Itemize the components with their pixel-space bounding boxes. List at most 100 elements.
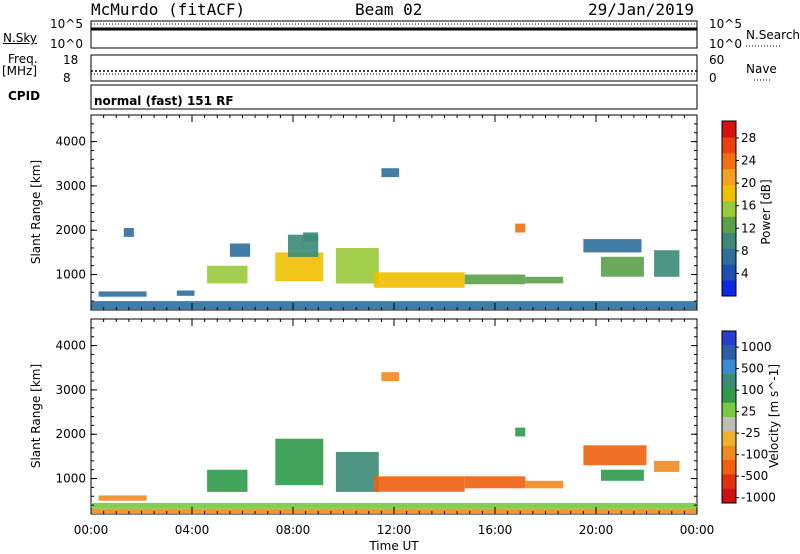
- power-colorbar-segment: [722, 136, 736, 154]
- velocity-echo-region: [207, 469, 248, 492]
- xtick-label: 20:00: [579, 523, 614, 537]
- velocity-colorbar-segment: [722, 388, 736, 404]
- xtick-label: 04:00: [175, 523, 210, 537]
- power-echo-region: [525, 276, 564, 284]
- nsearch-label: N.Search: [746, 28, 800, 42]
- velocity-colorbar-tick-label: -100: [741, 448, 768, 462]
- velocity-colorbar-segment: [722, 331, 736, 346]
- velocity-echo-region: [373, 476, 465, 492]
- velocity-colorbar-segment: [722, 488, 736, 504]
- power-echo-region: [373, 272, 465, 288]
- freq-tick-bottom: 8: [63, 71, 71, 85]
- ytick-label: 4000: [55, 339, 86, 353]
- power-colorbar-segment: [722, 168, 736, 186]
- ytick-label: 4000: [55, 135, 86, 149]
- velocity-colorbar-segment: [722, 431, 736, 447]
- velocity-colorbar-tick-label: -25: [741, 426, 761, 440]
- power-colorbar-tick-label: 4: [741, 266, 749, 280]
- velocity-colorbar-tick-label: 25: [741, 405, 756, 419]
- power-colorbar-segment: [722, 280, 736, 297]
- power-colorbar-segment: [722, 248, 736, 265]
- velocity-echo-region: [601, 469, 644, 481]
- power-panel: 1000 2000 3000 4000: [55, 114, 698, 311]
- xtick-label: 12:00: [377, 523, 412, 537]
- power-ylabel: Slant Range [km]: [29, 160, 43, 264]
- power-colorbar: 4 8 12 16 20 24 28: [721, 120, 756, 297]
- nave-label: Nave: [746, 62, 777, 76]
- velocity-echo-region: [583, 445, 647, 466]
- velocity-colorbar: 1000 500 100 25 -25 -100 -500 -1000: [721, 330, 776, 505]
- power-echo-region: [464, 274, 526, 285]
- ytick-label: 3000: [55, 383, 86, 397]
- nsky-label: N.Sky: [3, 31, 38, 45]
- nsearch-tick-top: 10^5: [709, 17, 742, 31]
- velocity-ylabel: Slant Range [km]: [29, 364, 43, 468]
- xtick-label: 00:00: [74, 523, 109, 537]
- xtick-label: 00:00: [680, 523, 715, 537]
- velocity-colorbar-segment: [722, 402, 736, 418]
- nave-tick-bottom: 0: [709, 71, 717, 85]
- velocity-echo-region: [98, 495, 147, 501]
- velocity-colorbar-label: Velocity [m s^-1]: [767, 364, 781, 468]
- velocity-colorbar-frame: [721, 330, 737, 504]
- power-echo-region: [515, 223, 526, 233]
- velocity-echo-region: [335, 452, 379, 492]
- power-echo-region: [303, 232, 319, 242]
- velocity-colorbar-segment: [722, 359, 736, 375]
- velocity-panel: 1000 2000 3000 4000 00:00 04:00 08:00 12:00 16:0…: [55, 318, 715, 537]
- velocity-echo-region: [464, 476, 526, 489]
- nsearch-tick-bottom: 10^0: [709, 37, 742, 51]
- power-echo-region: [335, 248, 379, 284]
- power-echo-region: [275, 252, 324, 282]
- power-echo-region: [229, 243, 251, 257]
- nsky-tick-top: 10^5: [50, 17, 83, 31]
- power-colorbar-tick-label: 28: [741, 131, 756, 145]
- freq-label-line1: Freq.: [8, 52, 38, 66]
- velocity-colorbar-tick-label: 100: [741, 383, 764, 397]
- nsky-tick-bottom: 10^0: [50, 37, 83, 51]
- velocity-echo-region: [91, 502, 697, 509]
- power-colorbar-segment: [722, 184, 736, 201]
- velocity-colorbar-segment: [722, 445, 736, 461]
- velocity-colorbar-segment: [722, 460, 736, 475]
- velocity-colorbar-segment: [722, 417, 736, 432]
- power-colorbar-segment: [722, 232, 736, 249]
- power-colorbar-frame: [721, 120, 737, 297]
- nave-tick-top: 60: [709, 53, 725, 67]
- ytick-label: 3000: [55, 179, 86, 193]
- velocity-colorbar-segment: [722, 374, 736, 389]
- ytick-label: 2000: [55, 427, 86, 441]
- date-title: 29/Jan/2019: [588, 0, 694, 19]
- velocity-echo-region: [525, 480, 564, 489]
- velocity-echo-region: [515, 427, 526, 437]
- velocity-colorbar-tick-label: -500: [741, 469, 768, 483]
- power-echo-region: [583, 239, 642, 253]
- cpid-strip: [90, 84, 698, 110]
- velocity-colorbar-tick-label: 500: [741, 362, 764, 376]
- power-echo-region: [123, 228, 134, 237]
- power-colorbar-segment: [722, 121, 736, 138]
- power-echo-region: [601, 256, 644, 277]
- ytick-label: 1000: [55, 268, 86, 282]
- velocity-colorbar-tick-label: -1000: [741, 491, 776, 505]
- power-echo-region: [207, 265, 248, 284]
- power-colorbar-tick-label: 16: [741, 199, 756, 213]
- velocity-echo-region: [381, 372, 400, 382]
- xtick-label: 16:00: [478, 523, 513, 537]
- power-colorbar-tick-label: 24: [741, 154, 756, 168]
- cpid-label: CPID: [8, 89, 41, 103]
- power-echo-region: [98, 291, 147, 297]
- power-echo-region: [654, 250, 680, 277]
- cpid-text: normal (fast) 151 RF: [94, 94, 234, 108]
- power-colorbar-segment: [722, 216, 736, 233]
- beam-title: Beam 02: [355, 0, 423, 19]
- velocity-colorbar-segment: [722, 345, 736, 361]
- xaxis-title: Time UT: [368, 539, 419, 553]
- power-echo-region: [381, 168, 400, 178]
- velocity-colorbar-tick-label: 1000: [741, 340, 772, 354]
- xtick-label: 08:00: [276, 523, 311, 537]
- ytick-label: 1000: [55, 472, 86, 486]
- velocity-echo-region: [654, 460, 680, 472]
- velocity-colorbar-segment: [722, 474, 736, 490]
- freq-strip: [90, 54, 772, 82]
